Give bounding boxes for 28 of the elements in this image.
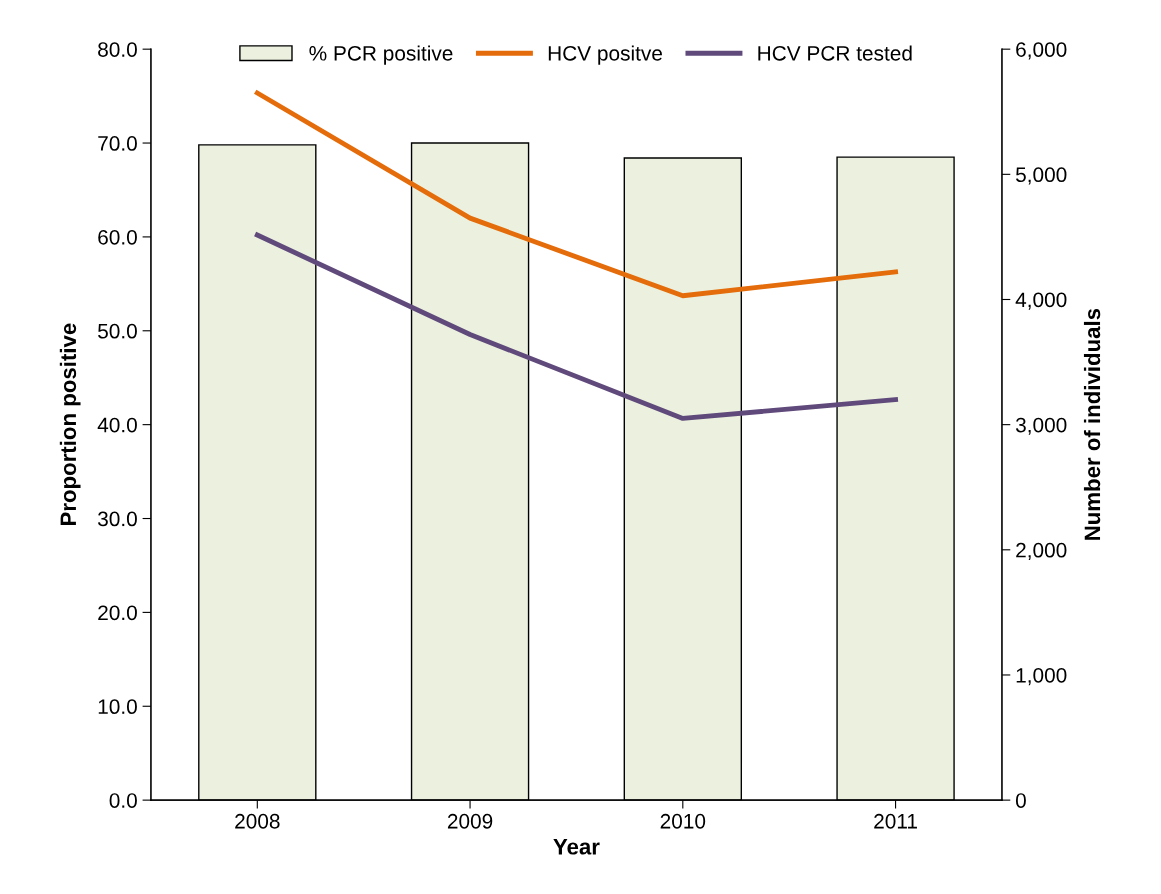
y-tick-label: 50.0 [98, 323, 137, 339]
y2-tick-label: 6,000 [1016, 42, 1067, 60]
y-tick-label: 40.0 [97, 417, 137, 433]
y2-tick-label: 0 [1015, 793, 1026, 808]
legend-label: HCV positve [548, 45, 662, 65]
x-axis-title: Year [553, 839, 600, 855]
y-tick-label: 80.0 [98, 42, 137, 57]
legend-label: HCV PCR tested [758, 45, 912, 61]
x-tick-label: 2010 [660, 813, 706, 829]
x-tick-label: 2009 [447, 813, 493, 829]
x-tick-label: 2011 [874, 813, 917, 829]
x-tick-label: 2008 [235, 813, 280, 829]
y-tick-label: 10.0 [98, 699, 137, 715]
y-tick-label: 30.0 [97, 511, 137, 527]
y2-tick-label: 1,000 [1016, 667, 1067, 686]
y-axis-title: Proportion positive [59, 323, 81, 526]
y-tick-label: 70.0 [98, 136, 137, 151]
y-tick-label: 0.0 [109, 793, 137, 808]
y-tick-label: 60.0 [98, 229, 137, 245]
y-tick-label: 20.0 [98, 605, 137, 621]
line-series [254, 90, 898, 299]
y2-tick-label: 2,000 [1016, 542, 1067, 561]
y2-tick-label: 4,000 [1015, 292, 1067, 310]
legend-label: % PCR positive [309, 45, 453, 65]
y2-axis-title: Number of individuals [1083, 308, 1101, 540]
y2-tick-label: 5,000 [1015, 167, 1067, 185]
y2-tick-label: 3,000 [1015, 417, 1067, 435]
line-series [254, 232, 898, 421]
